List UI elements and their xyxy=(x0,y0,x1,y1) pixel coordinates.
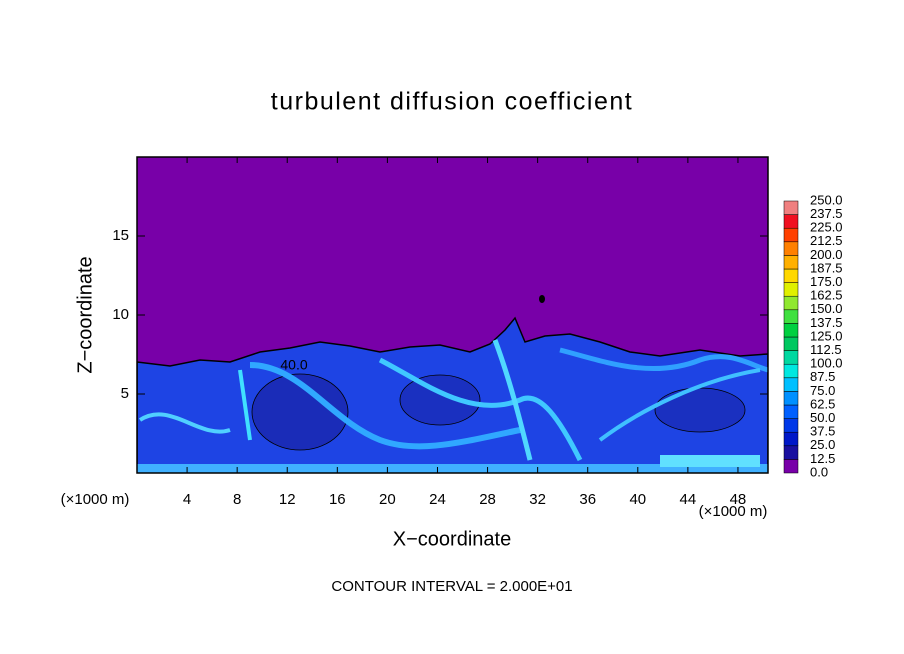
streak xyxy=(249,362,521,450)
colorbar-bin xyxy=(783,255,799,270)
colorbar-bin xyxy=(783,323,799,338)
colorbar-label: 212.5 xyxy=(810,233,843,248)
colorbar-label: 25.0 xyxy=(810,437,835,452)
streak xyxy=(598,368,761,442)
colorbar-label: 237.5 xyxy=(810,206,843,221)
blob xyxy=(539,295,545,303)
colorbar-bin xyxy=(783,377,799,392)
colorbar-bin xyxy=(783,268,799,283)
colorbar-bin xyxy=(783,404,799,419)
field xyxy=(137,295,768,473)
streak xyxy=(559,347,768,373)
colorbar-bin xyxy=(783,391,799,406)
colorbar-label: 200.0 xyxy=(810,247,843,262)
eddy xyxy=(251,373,349,451)
streak xyxy=(492,339,533,461)
x-axis-label: X−coordinate xyxy=(393,528,511,550)
surface-layer xyxy=(660,455,760,467)
x-tick-label: 28 xyxy=(479,491,496,508)
x-unit-label: (×1000 m) xyxy=(61,491,130,508)
colorbar-label: 75.0 xyxy=(810,383,835,398)
colorbar-label: 175.0 xyxy=(810,274,843,289)
streak xyxy=(238,369,252,441)
x-tick-label: 8 xyxy=(233,491,241,508)
eddy xyxy=(654,387,746,433)
colorbar-bin xyxy=(783,431,799,447)
x-tick-label: 36 xyxy=(579,491,596,508)
colorbar-label: 250.0 xyxy=(810,192,843,207)
colorbar-bin xyxy=(783,309,799,324)
x-tick-label: 40 xyxy=(629,491,646,508)
x-tick-label: 12 xyxy=(279,491,296,508)
colorbar-bin xyxy=(783,418,799,433)
colorbar-label: 100.0 xyxy=(810,356,843,371)
colorbar-label: 62.5 xyxy=(810,396,835,411)
footer-note: CONTOUR INTERVAL = 2.000E+01 xyxy=(331,578,572,595)
y-tick-label: 10 xyxy=(112,306,129,323)
colorbar-label: 50.0 xyxy=(810,410,835,425)
colorbar-label: 0.0 xyxy=(810,464,828,479)
colorbar-label: 87.5 xyxy=(810,369,835,384)
x-tick-label: 32 xyxy=(529,491,546,508)
colorbar-bin xyxy=(783,241,799,256)
colorbar-bin xyxy=(783,445,799,460)
colorbar-label: 137.5 xyxy=(810,315,843,330)
contour-label: 40.0 xyxy=(280,357,307,373)
colorbar-label: 125.0 xyxy=(810,328,843,343)
y-tick-label: 5 xyxy=(121,385,129,402)
colorbar-label: 12.5 xyxy=(810,451,835,466)
colorbar-label: 162.5 xyxy=(810,288,843,303)
streak xyxy=(138,412,231,434)
colorbar-bin xyxy=(783,295,799,311)
x-unit-label: (×1000 m) xyxy=(699,503,768,520)
colorbar-label: 225.0 xyxy=(810,220,843,235)
x-tick-label: 4 xyxy=(183,491,191,508)
colorbar-bin xyxy=(783,200,799,215)
x-tick-label: 24 xyxy=(429,491,446,508)
colorbar-label: 150.0 xyxy=(810,301,843,316)
colorbar-bin xyxy=(783,459,799,474)
streak xyxy=(378,357,583,462)
colorbar-bin xyxy=(783,350,799,365)
x-tick-label: 20 xyxy=(379,491,396,508)
surface-layer xyxy=(137,464,768,473)
colorbar-bin xyxy=(783,336,799,351)
colorbar-label: 187.5 xyxy=(810,260,843,275)
x-tick-label: 44 xyxy=(680,491,697,508)
y-tick-label: 15 xyxy=(112,227,129,244)
colorbar-bin xyxy=(783,214,799,229)
colorbar-bin xyxy=(783,227,799,243)
colorbar-label: 112.5 xyxy=(810,342,842,357)
colorbar-label: 37.5 xyxy=(810,424,835,439)
x-tick-label: 48 xyxy=(730,491,747,508)
eddy xyxy=(399,374,481,426)
y-axis-label: Z−coordinate xyxy=(74,256,96,373)
chart-title: turbulent diffusion coefficient xyxy=(271,88,633,116)
colorbar-bin xyxy=(783,282,799,297)
x-tick-label: 16 xyxy=(329,491,346,508)
colorbar-bin xyxy=(783,363,799,379)
